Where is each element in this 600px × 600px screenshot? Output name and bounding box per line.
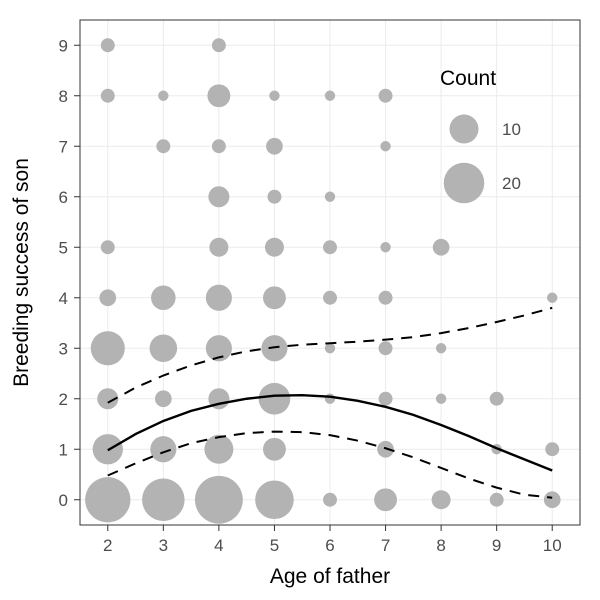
bubble — [380, 242, 390, 252]
bubble — [325, 192, 335, 202]
bubble — [436, 394, 446, 404]
bubble — [379, 89, 393, 103]
bubble — [155, 390, 172, 407]
bubble — [99, 289, 116, 306]
bubble — [265, 238, 284, 257]
legend-label: 20 — [502, 174, 521, 193]
bubble — [204, 435, 233, 464]
bubble — [323, 240, 337, 254]
bubble — [212, 38, 226, 52]
bubble — [91, 331, 125, 365]
x-axis-title: Age of father — [270, 565, 390, 588]
x-tick-label: 10 — [543, 536, 562, 555]
bubble — [209, 238, 228, 257]
chart-svg: 2 3 4 5 6 7 8 9 10 0 1 2 3 4 5 6 7 8 9 Age of father Breedin… — [0, 0, 600, 600]
y-tick-label: 7 — [59, 137, 68, 156]
y-tick-label: 4 — [59, 289, 68, 308]
chart-container: 2 3 4 5 6 7 8 9 10 0 1 2 3 4 5 6 7 8 9 Age of father Breedin… — [0, 0, 600, 600]
x-tick-label: 7 — [381, 536, 390, 555]
bubble — [156, 139, 170, 153]
bubble — [490, 392, 504, 406]
bubble — [142, 478, 185, 521]
bubble — [379, 291, 393, 305]
bubble — [269, 91, 279, 101]
bubble — [206, 285, 232, 311]
bubble — [150, 334, 178, 362]
bubble — [323, 493, 337, 507]
x-tick-label: 2 — [103, 536, 112, 555]
legend-swatch — [450, 115, 479, 144]
bubble — [433, 239, 450, 256]
bubble — [255, 480, 294, 519]
bubble — [547, 293, 557, 303]
bubble — [325, 394, 335, 404]
bubble — [374, 488, 397, 511]
y-tick-label: 6 — [59, 188, 68, 207]
bubble — [207, 84, 230, 107]
legend-title: Count — [440, 67, 496, 90]
y-tick-label: 2 — [59, 390, 68, 409]
y-tick-label: 1 — [59, 440, 68, 459]
y-tick-label: 8 — [59, 87, 68, 106]
bubble — [101, 38, 115, 52]
bubble — [436, 343, 446, 353]
bubble — [379, 392, 393, 406]
bubble — [263, 286, 286, 309]
bubble — [195, 476, 243, 524]
bubble — [101, 89, 115, 103]
bubble — [101, 240, 115, 254]
x-tick-label: 6 — [325, 536, 334, 555]
bubble — [259, 383, 291, 415]
y-tick-label: 3 — [59, 339, 68, 358]
bubble — [151, 285, 176, 310]
bubble — [267, 190, 281, 204]
y-tick-label: 9 — [59, 36, 68, 55]
x-tick-label: 5 — [270, 536, 279, 555]
y-axis-title: Breeding success of son — [10, 158, 33, 387]
legend: Count 10 20 — [440, 67, 521, 203]
bubble — [325, 343, 335, 353]
x-tick-label: 3 — [159, 536, 168, 555]
bubbles — [85, 38, 560, 523]
bubble — [150, 436, 176, 462]
bubble — [379, 341, 393, 355]
bubble — [544, 491, 561, 508]
y-tick-label: 5 — [59, 238, 68, 257]
legend-label: 10 — [502, 120, 521, 139]
bubble — [325, 91, 335, 101]
bubble — [266, 138, 283, 155]
bubble — [323, 291, 337, 305]
bubble — [263, 438, 286, 461]
x-tick-label: 8 — [436, 536, 445, 555]
bubble — [158, 91, 168, 101]
legend-swatch — [444, 163, 485, 204]
bubble — [380, 141, 390, 151]
bubble — [545, 442, 559, 456]
bubble — [432, 490, 451, 509]
x-tick-label: 9 — [492, 536, 501, 555]
bubble — [208, 186, 229, 207]
bubble — [85, 477, 130, 522]
bubble — [490, 493, 504, 507]
x-tick-label: 4 — [214, 536, 223, 555]
y-tick-label: 0 — [59, 491, 68, 510]
bubble — [212, 139, 226, 153]
